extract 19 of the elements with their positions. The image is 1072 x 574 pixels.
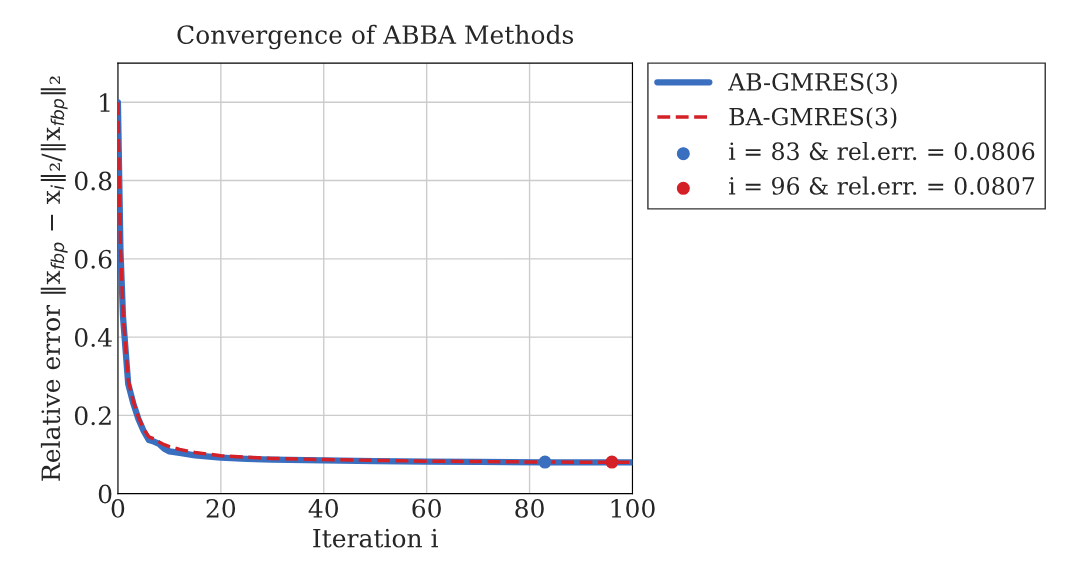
y-tick-label: 0.6 bbox=[74, 249, 112, 269]
legend-label: i = 96 & rel.err. = 0.0807 bbox=[729, 176, 1035, 195]
legend-label: BA-GMRES(3) bbox=[729, 107, 897, 129]
y-axis-title: Relative error ‖x$_{fbp}$ − x$_{i}$‖₂/‖x$_{fbp}$‖₂ bbox=[40, 76, 68, 481]
x-tick-label: 60 bbox=[412, 498, 441, 518]
legend-label: AB-GMRES(3) bbox=[728, 72, 897, 95]
y-tick-label: 0.4 bbox=[74, 328, 112, 347]
x-axis-title: Iteration i bbox=[313, 528, 438, 548]
y-tick-label: 0 bbox=[98, 484, 112, 504]
x-tick-label: 0 bbox=[111, 498, 125, 518]
x-tick-label: 40 bbox=[308, 498, 338, 518]
y-tick-label: 0.8 bbox=[74, 171, 112, 191]
chart-title: Convergence of ABBA Methods bbox=[177, 24, 574, 50]
x-tick-label: 80 bbox=[515, 498, 544, 518]
x-tick-label: 100 bbox=[611, 498, 655, 518]
y-tick-label: 0.2 bbox=[74, 406, 111, 426]
legend-label: i = 83 & rel.err. = 0.0806 bbox=[729, 141, 1035, 161]
y-tick-label: 1 bbox=[100, 93, 110, 112]
x-tick-label: 20 bbox=[206, 498, 236, 518]
